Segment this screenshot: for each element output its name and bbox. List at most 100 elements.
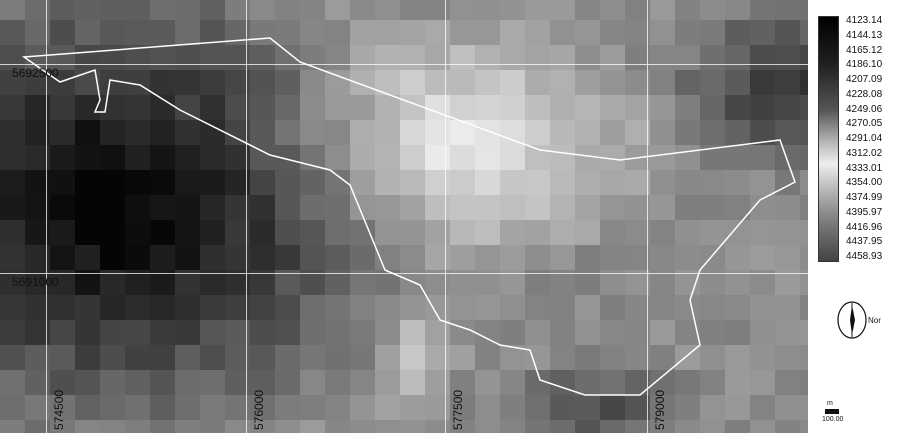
- raster-cell: [100, 320, 125, 345]
- raster-cell: [25, 20, 50, 45]
- raster-cell: [600, 320, 625, 345]
- raster-cell: [250, 320, 275, 345]
- raster-cell: [625, 320, 650, 345]
- raster-cell: [50, 95, 75, 120]
- raster-cell: [275, 170, 300, 195]
- raster-cell: [100, 370, 125, 395]
- raster-cell: [25, 395, 50, 420]
- raster-cell: [300, 245, 325, 270]
- raster-cell: [650, 195, 675, 220]
- raster-cell: [375, 395, 400, 420]
- raster-cell: [300, 95, 325, 120]
- raster-cell: [125, 170, 150, 195]
- raster-cell: [125, 345, 150, 370]
- raster-cell: [125, 245, 150, 270]
- north-arrow-icon: [837, 301, 867, 339]
- raster-cell: [325, 70, 350, 95]
- raster-cell: [425, 270, 450, 295]
- raster-cell: [450, 320, 475, 345]
- raster-cell: [700, 95, 725, 120]
- raster-cell: [450, 345, 475, 370]
- raster-cell: [600, 195, 625, 220]
- raster-cell: [650, 95, 675, 120]
- raster-cell: [700, 195, 725, 220]
- raster-cell: [0, 220, 25, 245]
- raster-cell: [350, 20, 375, 45]
- raster-cell: [425, 370, 450, 395]
- raster-cell: [525, 170, 550, 195]
- elevation-raster: [0, 0, 808, 433]
- raster-cell: [550, 320, 575, 345]
- raster-cell: [25, 420, 50, 433]
- raster-cell: [50, 320, 75, 345]
- raster-cell: [375, 120, 400, 145]
- raster-cell: [450, 120, 475, 145]
- raster-cell: [300, 170, 325, 195]
- raster-cell: [550, 70, 575, 95]
- raster-cell: [600, 420, 625, 433]
- raster-cell: [750, 20, 775, 45]
- raster-cell: [425, 395, 450, 420]
- raster-cell: [250, 95, 275, 120]
- raster-cell: [800, 320, 808, 345]
- raster-cell: [475, 0, 500, 20]
- raster-cell: [625, 120, 650, 145]
- raster-cell: [375, 45, 400, 70]
- raster-cell: [100, 220, 125, 245]
- raster-cell: [700, 20, 725, 45]
- raster-cell: [750, 420, 775, 433]
- raster-cell: [475, 395, 500, 420]
- raster-cell: [325, 370, 350, 395]
- raster-cell: [250, 245, 275, 270]
- raster-cell: [200, 20, 225, 45]
- raster-cell: [275, 70, 300, 95]
- raster-cell: [350, 270, 375, 295]
- raster-cell: [0, 420, 25, 433]
- raster-cell: [325, 145, 350, 170]
- raster-cell: [625, 70, 650, 95]
- raster-cell: [425, 70, 450, 95]
- raster-cell: [750, 95, 775, 120]
- raster-cell: [625, 20, 650, 45]
- raster-cell: [125, 270, 150, 295]
- raster-cell: [175, 195, 200, 220]
- raster-cell: [200, 320, 225, 345]
- raster-cell: [350, 0, 375, 20]
- raster-cell: [250, 145, 275, 170]
- legend-value: 4395.97: [846, 206, 883, 218]
- raster-cell: [25, 320, 50, 345]
- raster-cell: [300, 120, 325, 145]
- raster-cell: [0, 170, 25, 195]
- raster-cell: [125, 320, 150, 345]
- raster-cell: [50, 0, 75, 20]
- raster-cell: [200, 195, 225, 220]
- raster-cell: [475, 120, 500, 145]
- north-arrow: Nor: [836, 300, 896, 350]
- raster-cell: [0, 95, 25, 120]
- raster-cell: [500, 420, 525, 433]
- raster-cell: [25, 170, 50, 195]
- raster-cell: [650, 0, 675, 20]
- raster-cell: [625, 295, 650, 320]
- elevation-map[interactable]: 5692500 5691000 574500 576000 577500 579…: [0, 0, 808, 433]
- raster-cell: [425, 170, 450, 195]
- raster-cell: [425, 45, 450, 70]
- raster-cell: [275, 45, 300, 70]
- raster-cell: [325, 420, 350, 433]
- raster-cell: [475, 220, 500, 245]
- raster-cell: [200, 220, 225, 245]
- raster-cell: [225, 95, 250, 120]
- raster-cell: [0, 295, 25, 320]
- raster-cell: [400, 0, 425, 20]
- north-label: Nor: [868, 316, 881, 325]
- raster-cell: [250, 195, 275, 220]
- raster-cell: [550, 345, 575, 370]
- raster-cell: [25, 0, 50, 20]
- raster-cell: [675, 195, 700, 220]
- raster-cell: [550, 295, 575, 320]
- elevation-legend: 4123.14 4144.13 4165.12 4186.10 4207.09 4228.…: [818, 16, 898, 262]
- raster-cell: [650, 145, 675, 170]
- raster-cell: [600, 370, 625, 395]
- raster-cell: [550, 170, 575, 195]
- raster-cell: [425, 120, 450, 145]
